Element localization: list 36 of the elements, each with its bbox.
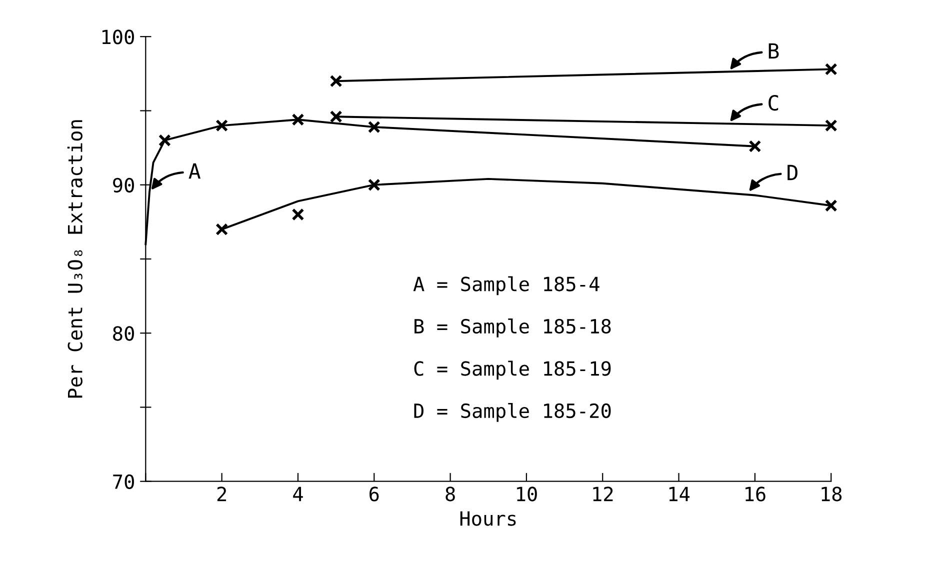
annotation: A = Sample 185-4 [413,276,600,296]
point [216,223,228,236]
point [368,120,380,134]
point [216,119,228,132]
annotation: B [768,43,779,59]
x-tick-label: 18 [822,486,842,502]
x-tick-label: 8 [446,486,455,502]
point [330,74,342,88]
annotation: A [188,163,201,179]
annotation: C [768,94,778,111]
annotation: D [788,164,798,180]
y-tick-label: 100 [102,30,134,44]
y-tick-label: 70 [113,474,134,490]
x-tick-label: 16 [746,486,766,502]
annotation: D = Sample 185-20 [414,402,611,422]
y-tick-label: 90 [113,178,134,193]
x-tick-label: 10 [517,486,537,502]
annotation: C = Sample 185-19 [414,360,611,380]
point [748,140,762,153]
x-tick-label: 12 [593,486,613,502]
y-tick-label: 80 [113,326,134,341]
point [368,178,380,192]
annotation: B = Sample 185-18 [414,318,611,338]
point [292,208,304,221]
point [158,134,171,147]
point [330,110,342,123]
x-tick-label: 2 [217,486,226,502]
x-tick-label: 6 [370,486,379,502]
x-axis-title: Hours [460,511,516,526]
x-tick-label: 4 [293,486,303,502]
x-tick-label: 14 [669,486,690,502]
point [824,119,838,132]
point [824,199,838,212]
point [824,62,838,76]
point [292,113,304,126]
y-axis-title: Per Cent U₃O₈ Extraction [67,120,82,398]
